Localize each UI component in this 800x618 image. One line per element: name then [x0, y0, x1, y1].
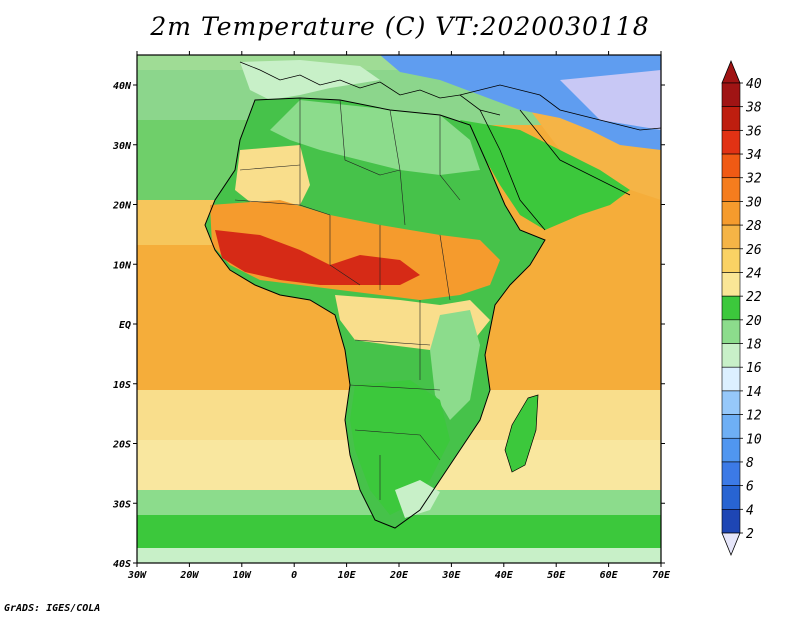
colorbar-segment — [721, 509, 741, 534]
colorbar-segment — [721, 319, 741, 344]
x-tick-label: 20W — [179, 570, 199, 581]
southern-africa-region — [350, 380, 450, 515]
y-tick-label: 10N — [113, 260, 132, 271]
eurasia-coastline — [239, 61, 661, 231]
x-tick-label: 70E — [652, 570, 671, 581]
west-sahara-warm-region — [235, 145, 310, 210]
colorbar-segment — [721, 390, 741, 415]
colorbar-segment — [721, 153, 741, 179]
colorbar-segment — [721, 295, 741, 321]
y-tick-label: 10S — [113, 380, 131, 391]
colorbar-label: 34 — [745, 148, 762, 163]
colorbar-segment — [721, 414, 741, 439]
asia-coldest-region — [560, 70, 661, 130]
colorbar-label: 20 — [746, 314, 762, 329]
x-tick-label: 30W — [127, 570, 147, 581]
x-tick-label: 20E — [389, 570, 409, 581]
colorbar-segment — [721, 343, 741, 368]
africa-coastline — [204, 97, 546, 529]
x-tick-label: 50E — [547, 570, 566, 581]
sahara-mild-region — [270, 100, 480, 175]
colorbar-label: 12 — [746, 409, 762, 424]
colorbar-segment — [721, 437, 741, 463]
x-tick-label: 40E — [495, 570, 514, 581]
x-tick-label: 60E — [600, 570, 619, 581]
country-borders — [234, 98, 461, 500]
colorbar-label: 14 — [746, 385, 762, 400]
x-tick-label: 30E — [441, 570, 461, 581]
south-africa-cool-region — [395, 480, 440, 518]
colorbar-under-triangle — [721, 532, 741, 557]
map-plot-area — [137, 55, 661, 563]
colorbar-segment — [721, 485, 741, 510]
ocean-southern-edge-band — [137, 548, 661, 563]
colorbar-segment — [721, 130, 741, 155]
east-africa-highlands — [430, 310, 480, 420]
colorbar-segment — [721, 272, 741, 297]
colorbar-label: 36 — [745, 124, 762, 139]
colorbar-label: 8 — [746, 456, 754, 471]
west-africa-hottest-region — [215, 230, 420, 285]
y-tick-label: 20N — [112, 201, 132, 212]
colorbar-label: 32 — [745, 172, 762, 187]
colorbar-label: 10 — [746, 432, 762, 447]
y-tick-label: EQ — [119, 320, 131, 331]
y-tick-label: 30N — [112, 141, 132, 152]
latitude-axis: 40N 30N 20N 10N EQ 10S 20S 30S 40S — [112, 81, 665, 570]
colorbar-segment — [721, 201, 741, 226]
madagascar-island — [504, 394, 539, 473]
colorbar-segment — [721, 106, 741, 131]
colorbar-segment — [721, 224, 741, 250]
colorbar-over-triangle — [721, 59, 741, 84]
colorbar-label: 24 — [746, 266, 762, 281]
colorbar-segment — [721, 82, 741, 107]
map-title: 2m Temperature (C) VT:2020030118 — [150, 12, 650, 41]
y-tick-label: 40S — [113, 559, 131, 570]
colorbar-segment — [721, 248, 741, 273]
grads-credit: GrADS: IGES/COLA — [4, 603, 101, 614]
x-tick-label: 10W — [233, 570, 252, 581]
x-tick-label: 0 — [291, 570, 297, 581]
y-tick-label: 40N — [113, 81, 132, 92]
y-tick-label: 30S — [112, 499, 131, 510]
colorbar-label: 26 — [746, 243, 762, 258]
colorbar-label: 2 — [746, 527, 754, 542]
colorbar-label: 22 — [746, 290, 762, 305]
colorbar-label: 4 — [746, 503, 754, 518]
arabian-peninsula-region — [460, 120, 630, 230]
x-tick-label: 10E — [338, 570, 357, 581]
colorbar-label: 30 — [745, 195, 762, 210]
colorbar-segment — [721, 461, 741, 486]
longitude-axis: 30W 20W 10W 0 10E 20E 30E 40E 50E 60E 70E — [127, 51, 671, 581]
colorbar-label: 40 — [746, 77, 762, 92]
colorbar-segment — [721, 366, 741, 392]
colorbar-label: 28 — [746, 219, 762, 234]
colorbar-label: 38 — [745, 101, 762, 116]
colorbar-label: 6 — [746, 480, 754, 495]
colorbar-label: 16 — [746, 361, 762, 376]
y-tick-label: 20S — [112, 440, 131, 451]
colorbar-segment — [721, 177, 741, 202]
colorbar-label: 18 — [746, 338, 762, 353]
